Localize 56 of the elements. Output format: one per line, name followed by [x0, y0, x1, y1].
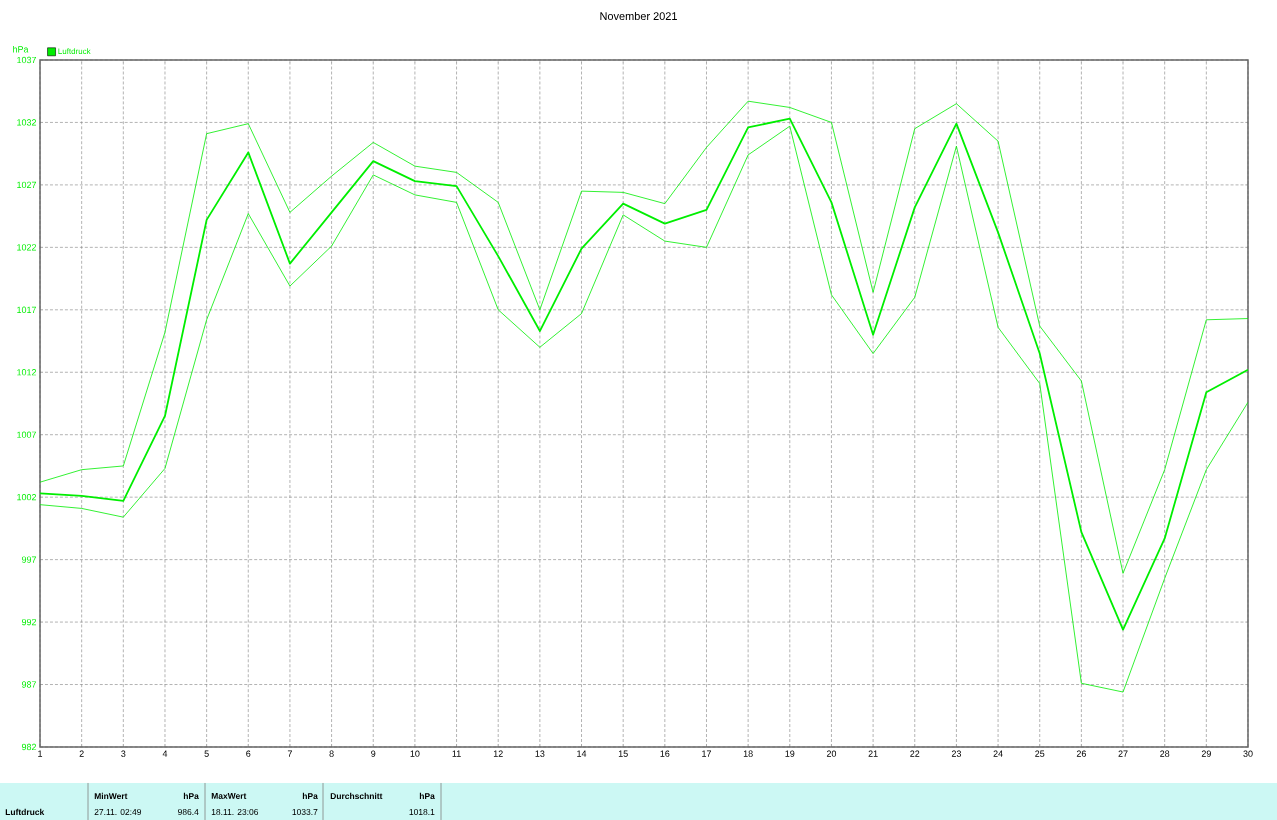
x-tick-label: 22 — [910, 750, 920, 757]
x-tick-label: 10 — [410, 750, 420, 757]
x-tick-label: 18 — [743, 750, 753, 757]
y-tick-label: 1032 — [17, 119, 37, 126]
y-tick-label: 982 — [21, 743, 37, 751]
x-tick-label: 27 — [1118, 750, 1128, 757]
y-tick-label: 987 — [21, 681, 37, 688]
y-tick-label: 1027 — [17, 181, 37, 189]
text: hPa — [419, 792, 435, 800]
x-tick-label: 29 — [1201, 750, 1211, 757]
x-tick-label: 26 — [1076, 750, 1086, 757]
x-tick-label: 5 — [204, 750, 209, 757]
x-tick-label: 20 — [826, 750, 837, 757]
text: hPa — [183, 792, 199, 800]
y-tick-label: 1022 — [17, 244, 37, 251]
x-tick-label: 15 — [618, 750, 628, 757]
x-tick-label: 19 — [785, 750, 795, 757]
text: Durchschnitt — [330, 792, 383, 800]
x-tick-label: 6 — [246, 750, 251, 757]
x-tick-label: 17 — [702, 750, 712, 757]
x-tick-label: 28 — [1160, 750, 1170, 757]
x-tick-label: 8 — [329, 750, 334, 757]
x-tick-label: 2 — [79, 750, 84, 757]
text: 986.4 — [178, 808, 199, 815]
x-tick-label: 9 — [371, 750, 376, 757]
text: 27.11. 02:49 — [94, 808, 142, 815]
x-tick-label: 1 — [38, 750, 43, 757]
text: 18.11. 23:06 — [211, 808, 259, 815]
x-tick-label: 30 — [1243, 750, 1253, 757]
x-tick-label: 13 — [535, 750, 545, 757]
y-tick-label: 1037 — [17, 56, 37, 64]
x-tick-label: 7 — [287, 750, 292, 757]
x-tick-label: 14 — [577, 750, 587, 757]
text: hPa — [302, 792, 318, 800]
y-tick-label: 992 — [21, 618, 37, 626]
y-tick-label: 1017 — [17, 306, 37, 313]
text: 1018.1 — [409, 808, 435, 815]
x-tick-label: 24 — [993, 750, 1003, 757]
x-tick-label: 11 — [452, 750, 461, 757]
x-tick-label: 12 — [493, 750, 503, 757]
x-tick-label: 23 — [951, 750, 961, 757]
y-axis-title: hPa — [13, 45, 29, 53]
x-tick-label: 3 — [121, 750, 126, 757]
y-tick-label: 997 — [21, 556, 37, 563]
x-tick-label: 25 — [1035, 750, 1045, 757]
text: 1033.7 — [292, 808, 318, 815]
chart-title: November 2021 — [600, 11, 677, 21]
text: MaxWert — [211, 793, 247, 799]
text: Luftdruck — [5, 808, 45, 816]
y-tick-label: 1002 — [17, 493, 37, 501]
x-tick-label: 16 — [660, 750, 670, 757]
y-tick-label: 1012 — [17, 369, 37, 376]
y-tick-label: 1007 — [17, 431, 37, 438]
x-tick-label: 21 — [868, 750, 878, 757]
text: MinWert — [94, 792, 128, 800]
x-tick-label: 4 — [162, 750, 168, 757]
